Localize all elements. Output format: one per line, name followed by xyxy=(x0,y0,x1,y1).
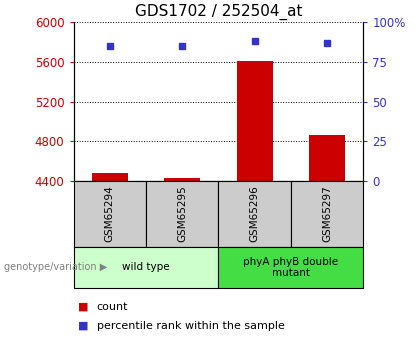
Bar xyxy=(236,61,273,181)
Text: genotype/variation ▶: genotype/variation ▶ xyxy=(4,263,108,272)
Text: wild type: wild type xyxy=(122,263,170,272)
Bar xyxy=(309,135,345,181)
Bar xyxy=(92,173,128,181)
Text: GSM65294: GSM65294 xyxy=(105,186,115,242)
Text: ■: ■ xyxy=(78,302,88,312)
Text: phyA phyB double
mutant: phyA phyB double mutant xyxy=(243,257,339,278)
Bar xyxy=(164,178,200,181)
Text: GSM65295: GSM65295 xyxy=(177,186,187,242)
Text: ■: ■ xyxy=(78,321,88,331)
Text: GSM65296: GSM65296 xyxy=(249,186,260,242)
Text: percentile rank within the sample: percentile rank within the sample xyxy=(97,321,284,331)
Title: GDS1702 / 252504_at: GDS1702 / 252504_at xyxy=(135,3,302,20)
Text: count: count xyxy=(97,302,128,312)
Text: GSM65297: GSM65297 xyxy=(322,186,332,242)
